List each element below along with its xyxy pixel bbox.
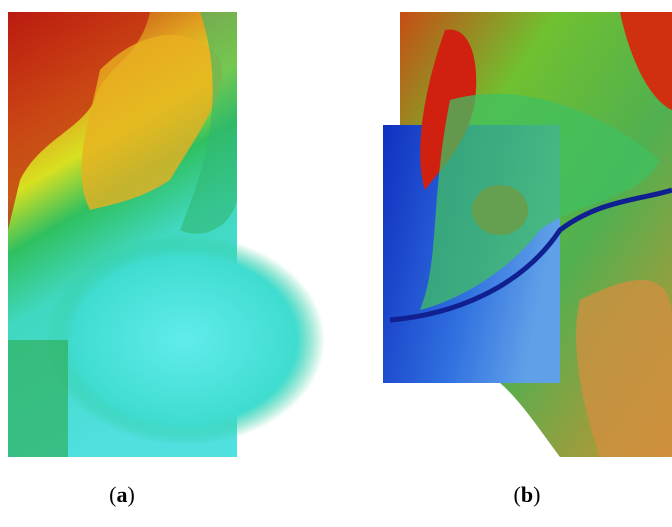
caption-close: ) xyxy=(127,482,135,507)
caption-open: ( xyxy=(513,482,521,507)
caption-b: (b) xyxy=(477,482,577,508)
caption-open: ( xyxy=(109,482,117,507)
caption-close: ) xyxy=(533,482,541,507)
caption-letter: b xyxy=(520,482,534,507)
caption-letter: a xyxy=(116,482,128,507)
panel-b-image xyxy=(383,12,672,457)
caption-a: (a) xyxy=(72,482,172,508)
panel-a-image xyxy=(8,12,325,457)
